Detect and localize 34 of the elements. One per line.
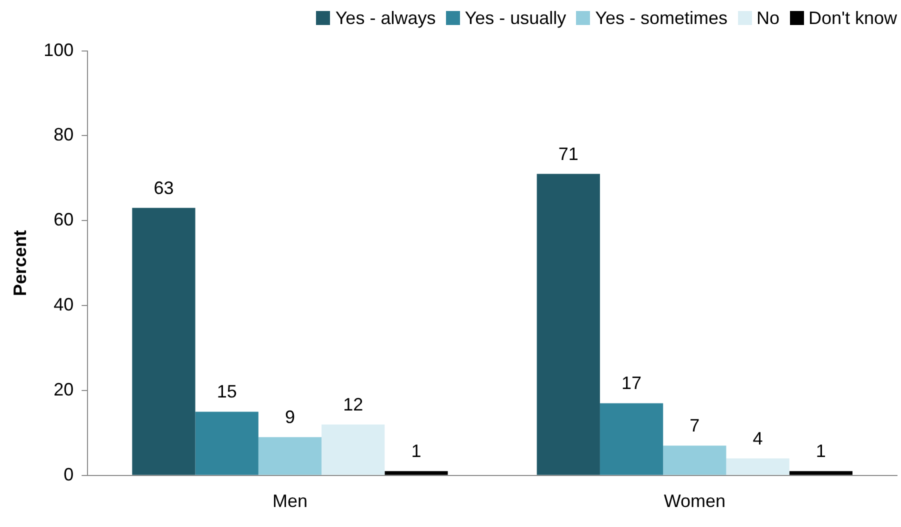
y-tick-label: 80 — [54, 124, 74, 145]
y-tick-label: 60 — [54, 210, 74, 230]
legend-label: No — [756, 8, 780, 28]
bar — [195, 412, 258, 475]
data-label: 63 — [154, 178, 174, 198]
data-label: 1 — [816, 441, 826, 462]
y-axis-title: Percent — [10, 230, 30, 296]
bar — [384, 471, 448, 475]
y-tick-label: 40 — [54, 294, 74, 315]
bar — [600, 403, 664, 475]
data-label: 17 — [622, 373, 642, 394]
x-tick-label: Women — [664, 491, 726, 512]
data-label: 12 — [343, 394, 364, 414]
y-tick-label: 0 — [64, 464, 74, 484]
y-tick-label: 20 — [54, 379, 74, 400]
data-label: 1 — [411, 441, 422, 462]
bar — [726, 458, 790, 475]
legend-label: Don't know — [808, 8, 897, 28]
legend-label: Yes - sometimes — [595, 8, 728, 28]
bar — [789, 471, 852, 475]
bar — [536, 174, 600, 475]
x-tick-label: Men — [272, 491, 308, 512]
data-label: 15 — [216, 382, 237, 402]
bar — [322, 424, 385, 475]
data-label: 9 — [284, 407, 295, 428]
legend-label: Yes - usually — [464, 8, 566, 28]
bar — [663, 446, 726, 475]
bar — [132, 208, 196, 475]
bar — [258, 437, 322, 475]
legend-label: Yes - always — [335, 8, 436, 28]
data-label: 4 — [752, 428, 763, 448]
data-label: 71 — [558, 144, 578, 164]
data-label: 7 — [690, 416, 700, 436]
y-tick-label: 100 — [44, 40, 74, 60]
